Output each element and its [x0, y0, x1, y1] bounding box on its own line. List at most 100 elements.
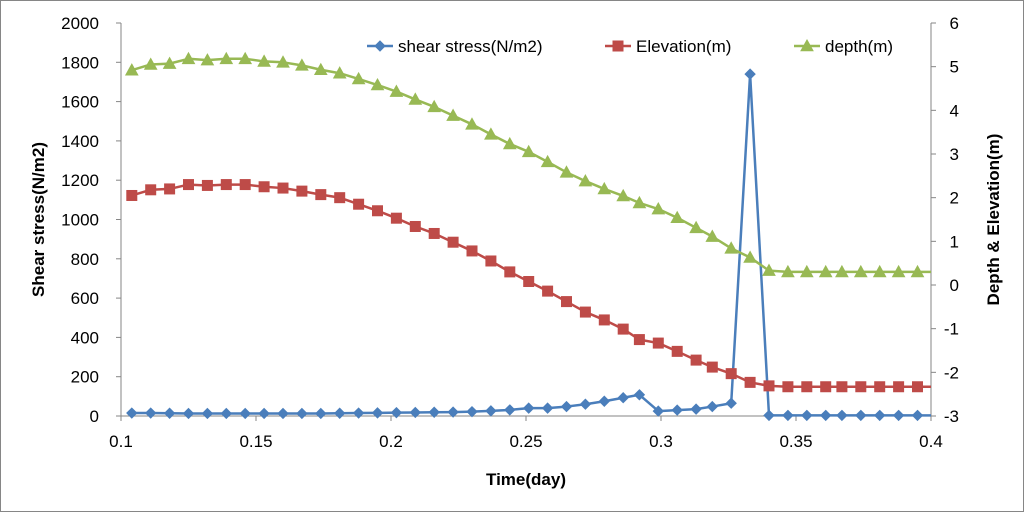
data-point [181, 51, 196, 65]
y2-tick-label: -3 [944, 407, 959, 426]
y2-tick-label: -1 [944, 320, 959, 339]
axes [116, 22, 936, 421]
data-point [559, 165, 574, 178]
y2-tick-label: 6 [950, 14, 959, 33]
data-point [690, 403, 702, 415]
x-axis-title: Time(day) [486, 470, 566, 489]
y2-tick-label: 3 [950, 145, 959, 164]
data-point [201, 179, 213, 191]
y2-tick-label: 5 [950, 58, 959, 77]
y-tick-label: 1400 [61, 132, 99, 151]
y-axis-title: Shear stress(N/m2) [29, 142, 48, 297]
data-point [819, 409, 832, 422]
y-tick-label: 600 [71, 289, 99, 308]
data-point [598, 314, 610, 326]
series-diamond [126, 68, 931, 422]
data-point [164, 183, 176, 195]
data-point [504, 266, 516, 278]
data-point [836, 381, 848, 393]
data-point [892, 409, 905, 422]
data-point [351, 71, 366, 85]
data-point [651, 201, 666, 215]
series-triangle [124, 51, 931, 278]
data-point [238, 51, 253, 65]
data-point [725, 368, 737, 380]
y2-axis-title: Depth & Elevation(m) [984, 134, 1003, 306]
data-point [689, 220, 703, 234]
data-point [521, 144, 536, 158]
data-point [465, 117, 479, 130]
data-point [743, 250, 757, 263]
y2-tick-label: 4 [950, 101, 959, 120]
data-point [277, 407, 289, 420]
x-tick-label: 0.15 [239, 432, 272, 451]
tick-labels: 0.1 0.15 0.2 0.25 0.3 0.35 0.4 0 200 400 600 800 100… [61, 14, 959, 451]
legend-marker [374, 40, 386, 52]
data-point [801, 381, 813, 393]
data-point [706, 361, 718, 373]
data-point [763, 409, 775, 422]
data-point [724, 241, 739, 254]
data-point [633, 334, 645, 346]
data-point [670, 210, 685, 224]
data-point [220, 179, 232, 191]
data-point [820, 381, 832, 393]
data-point [182, 407, 195, 420]
y-tick-label: 1800 [61, 53, 99, 72]
data-point [706, 400, 719, 413]
data-point [782, 381, 794, 393]
data-point [671, 345, 683, 357]
data-point [162, 56, 177, 69]
data-point [485, 405, 497, 417]
data-point [633, 389, 646, 401]
x-tick-label: 0.1 [109, 432, 133, 451]
y2-tick-label: 2 [950, 189, 959, 208]
data-point [616, 188, 631, 202]
data-point [163, 407, 176, 419]
data-point [690, 354, 702, 366]
legend: shear stress(N/m2) Elevation(m) depth(m) [367, 37, 893, 56]
data-point [725, 397, 737, 409]
data-point [617, 392, 629, 404]
data-point [446, 108, 460, 121]
data-point [874, 381, 886, 393]
data-point [632, 195, 647, 209]
data-point [409, 220, 421, 232]
data-point [390, 212, 402, 224]
data-point [258, 407, 270, 420]
data-point [295, 58, 309, 71]
data-point [484, 127, 498, 140]
series-lines [124, 51, 931, 422]
data-point [782, 409, 794, 422]
data-point [466, 405, 478, 418]
legend-entry: shear stress(N/m2) [367, 37, 543, 56]
data-point [891, 264, 906, 278]
data-point [370, 77, 385, 91]
data-point [705, 229, 720, 242]
series-square [126, 179, 931, 393]
data-point [911, 409, 924, 422]
data-point [276, 55, 290, 68]
y-tick-label: 1600 [61, 93, 99, 112]
y2-tick-label: -2 [944, 363, 959, 382]
data-point [540, 154, 555, 168]
data-point [578, 174, 593, 187]
data-point [390, 406, 403, 419]
data-point [910, 264, 925, 278]
data-point [447, 236, 459, 248]
data-point [855, 409, 867, 422]
series-line [131, 72, 918, 417]
data-point [853, 264, 868, 278]
data-point [799, 264, 814, 278]
data-point [447, 406, 459, 418]
data-point [579, 398, 592, 410]
y-tick-label: 0 [90, 407, 99, 426]
data-point [201, 407, 214, 420]
data-point [143, 57, 158, 70]
data-point [597, 181, 612, 195]
data-point [296, 185, 308, 197]
data-point [183, 179, 194, 191]
data-point [257, 54, 271, 67]
data-point [836, 409, 848, 422]
